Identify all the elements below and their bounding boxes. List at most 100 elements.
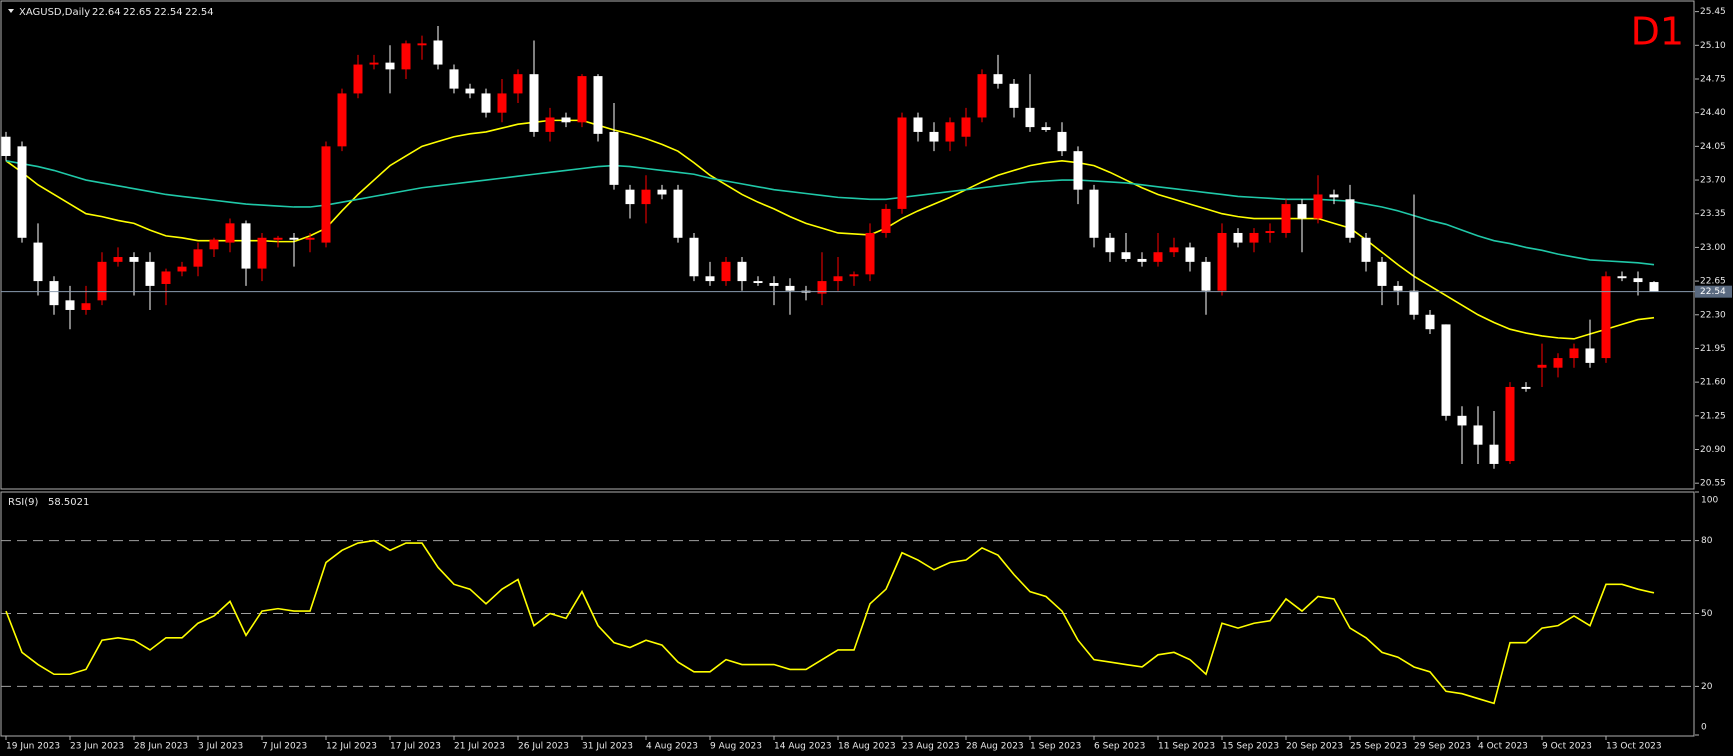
candle-body: [1249, 232, 1259, 243]
candle-body: [833, 276, 843, 282]
candle-body: [961, 117, 971, 137]
candle-body: [1297, 204, 1307, 219]
candle-body: [1265, 231, 1275, 233]
candle-body: [113, 257, 123, 262]
candle-body: [481, 93, 491, 113]
candle-body: [225, 223, 235, 243]
candle-body: [65, 300, 75, 310]
candle-body: [273, 237, 283, 240]
candle-body: [881, 208, 891, 233]
candle-body: [1553, 358, 1563, 368]
candle-body: [17, 146, 27, 238]
rsi-last-value: 58.5021: [48, 497, 89, 508]
candle-body: [641, 189, 651, 205]
candle-body: [369, 62, 379, 65]
candle-body: [1569, 348, 1579, 359]
y-tick-label: 20.55: [1700, 479, 1726, 489]
candle-body: [401, 43, 411, 70]
y-tick-label: 24.05: [1700, 142, 1726, 152]
candle-body: [177, 266, 187, 272]
candle-body: [513, 74, 523, 94]
x-tick-label: 4 Aug 2023: [646, 742, 698, 752]
x-tick-label: 17 Jul 2023: [390, 742, 441, 752]
candle-body: [305, 237, 315, 240]
x-tick-label: 13 Oct 2023: [1606, 742, 1662, 752]
current-price-box: [1695, 285, 1732, 298]
x-tick-label: 7 Jul 2023: [262, 742, 307, 752]
x-tick-label: 12 Jul 2023: [326, 742, 377, 752]
candle-body: [1633, 278, 1643, 283]
candle-body: [577, 76, 587, 123]
candle-body: [129, 257, 139, 262]
y-tick-label: 20.90: [1700, 445, 1726, 455]
price-panel-frame: [0, 0, 1695, 490]
candle-body: [785, 285, 795, 291]
candle-body: [385, 62, 395, 70]
y-tick-label: 23.00: [1700, 243, 1726, 253]
candle-body: [417, 43, 427, 46]
y-tick-label: 22.65: [1700, 277, 1726, 287]
y-tick-label: 25.10: [1700, 41, 1726, 51]
candle-body: [529, 74, 539, 132]
x-tick-label: 26 Jul 2023: [518, 742, 569, 752]
candle-body: [33, 242, 43, 282]
y-tick-label: 0: [1701, 723, 1707, 733]
x-tick-label: 25 Sep 2023: [1350, 742, 1407, 752]
candle-body: [1457, 415, 1467, 426]
x-tick-label: 3 Jul 2023: [198, 742, 243, 752]
y-tick-label: 100: [1701, 496, 1718, 506]
candle-body: [1585, 348, 1595, 363]
x-tick-label: 23 Jun 2023: [70, 742, 124, 752]
y-tick-label: 80: [1701, 536, 1713, 546]
y-tick-label: 24.40: [1700, 108, 1726, 118]
x-tick-label: 14 Aug 2023: [774, 742, 832, 752]
candle-body: [1201, 261, 1211, 291]
candle-body: [1233, 232, 1243, 243]
candle-body: [865, 232, 875, 275]
candle-body: [561, 117, 571, 123]
candle-body: [1169, 247, 1179, 253]
x-tick-label: 6 Sep 2023: [1094, 742, 1145, 752]
y-tick-label: 21.25: [1700, 411, 1726, 421]
candle-body: [657, 189, 667, 195]
candle-body: [817, 281, 827, 294]
candle-body: [1025, 107, 1035, 128]
candle-body: [945, 122, 955, 142]
candle-body: [1505, 386, 1515, 462]
candle-body: [241, 223, 251, 269]
x-tick-label: 21 Jul 2023: [454, 742, 505, 752]
candle-body: [977, 74, 987, 118]
moving-average: [5, 160, 1655, 266]
last-open: 22.64: [92, 7, 121, 18]
last-high: 22.65: [123, 7, 152, 18]
candle-body: [209, 239, 219, 250]
y-tick-label: 23.70: [1700, 176, 1726, 186]
candle-body: [1041, 127, 1051, 130]
candle-body: [257, 237, 267, 269]
candle-body: [1057, 131, 1067, 152]
candle-body: [913, 117, 923, 132]
candle-body: [673, 189, 683, 238]
y-tick-label: 24.75: [1700, 74, 1726, 84]
last-close: 22.54: [185, 7, 214, 18]
candle-body: [337, 93, 347, 147]
x-tick-label: 20 Sep 2023: [1286, 742, 1343, 752]
candle-body: [1153, 252, 1163, 262]
candle-body: [897, 117, 907, 209]
candle-body: [1, 136, 11, 156]
candle-body: [609, 131, 619, 185]
x-tick-label: 28 Jun 2023: [134, 742, 188, 752]
candle-body: [321, 146, 331, 243]
candle-body: [1425, 314, 1435, 330]
candle-body: [353, 64, 363, 94]
timeframe-label: D1: [1631, 10, 1684, 54]
x-tick-label: 28 Aug 2023: [966, 742, 1024, 752]
candle-body: [97, 261, 107, 301]
candle-body: [49, 281, 59, 306]
candle-body: [929, 131, 939, 142]
menu-arrow[interactable]: [8, 9, 14, 13]
candle-body: [1537, 364, 1547, 368]
y-tick-label: 22.30: [1700, 310, 1726, 320]
